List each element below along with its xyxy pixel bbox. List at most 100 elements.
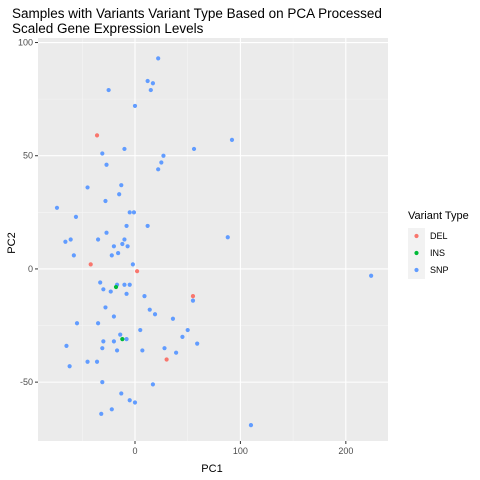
- data-point-snp: [85, 359, 90, 364]
- legend-label-ins: INS: [430, 248, 445, 258]
- data-point-snp: [195, 341, 200, 346]
- data-point-snp: [114, 348, 120, 353]
- data-point-snp: [101, 287, 106, 292]
- data-point-snp: [140, 348, 145, 353]
- data-point-del: [164, 357, 169, 362]
- data-point-snp: [180, 334, 185, 339]
- data-point-snp: [369, 273, 374, 278]
- data-point-snp: [98, 280, 103, 285]
- data-point-snp: [103, 305, 108, 310]
- data-point-snp: [142, 294, 147, 299]
- data-point-snp: [156, 56, 161, 61]
- data-point-del: [190, 294, 196, 299]
- y-tick-label: 50: [23, 151, 33, 161]
- data-point-snp: [127, 210, 132, 215]
- data-point-snp: [103, 198, 108, 204]
- legend: Variant Type DEL INS SNP: [408, 210, 469, 279]
- data-point-del: [88, 262, 93, 267]
- data-point-snp: [99, 411, 104, 416]
- data-point-snp: [111, 314, 117, 319]
- data-point-snp: [138, 327, 143, 333]
- data-point-snp: [191, 146, 197, 152]
- plot-panel: [38, 38, 388, 441]
- data-point-snp: [132, 400, 138, 405]
- data-point-snp: [109, 253, 114, 258]
- data-point-snp: [124, 223, 129, 229]
- data-point-ins: [113, 284, 119, 290]
- legend-key-snp: [414, 267, 419, 273]
- data-point-snp: [248, 423, 254, 428]
- data-point-snp: [132, 103, 138, 109]
- data-point-snp: [120, 241, 125, 247]
- data-point-snp: [54, 205, 60, 210]
- legend-label-snp: SNP: [430, 265, 449, 275]
- data-point-snp: [95, 237, 101, 242]
- y-axis-title: PC2: [6, 232, 18, 253]
- chart-title-line-1: Samples with Variants Variant Type Based…: [12, 6, 382, 21]
- data-point-snp: [162, 346, 167, 351]
- x-tick-label: 0: [132, 446, 137, 456]
- data-point-snp: [124, 337, 129, 342]
- data-point-snp: [119, 183, 124, 188]
- data-point-snp: [118, 332, 123, 337]
- data-point-snp: [119, 391, 124, 396]
- data-point-snp: [64, 343, 69, 349]
- data-point-snp: [95, 321, 101, 326]
- data-point-snp: [159, 160, 164, 165]
- data-point-snp: [100, 346, 105, 351]
- data-point-snp: [104, 162, 109, 167]
- plot-background: [38, 38, 388, 441]
- data-point-snp: [170, 316, 176, 321]
- data-point-snp: [122, 146, 127, 152]
- axes: 0 100 200 -50 0 50 100: [18, 38, 353, 456]
- data-point-snp: [94, 359, 100, 364]
- data-point-snp: [145, 78, 150, 84]
- data-point-snp: [147, 307, 152, 312]
- data-point-snp: [131, 210, 137, 215]
- data-point-snp: [116, 250, 121, 256]
- x-axis-title: PC1: [201, 463, 222, 475]
- data-point-snp: [190, 298, 196, 303]
- data-point-snp: [174, 350, 179, 355]
- data-point-snp: [185, 327, 190, 333]
- data-point-snp: [225, 235, 230, 240]
- y-tick-label: 0: [28, 264, 33, 274]
- data-point-snp: [150, 81, 156, 86]
- legend-label-del: DEL: [430, 231, 448, 241]
- data-point-snp: [68, 237, 73, 242]
- data-point-snp: [127, 282, 132, 287]
- data-point-snp: [148, 87, 153, 93]
- x-tick-label: 100: [233, 446, 248, 456]
- data-point-snp: [161, 153, 166, 158]
- data-point-snp: [150, 382, 156, 387]
- data-point-snp: [71, 253, 76, 258]
- data-point-del: [134, 269, 140, 274]
- data-point-snp: [63, 239, 68, 244]
- data-point-snp: [122, 282, 127, 287]
- data-point-snp: [127, 398, 132, 403]
- y-tick-label: 100: [18, 38, 33, 48]
- chart-title-line-2: Scaled Gene Expression Levels: [12, 21, 204, 36]
- x-tick-label: 200: [338, 446, 353, 456]
- data-point-snp: [73, 214, 79, 219]
- data-point-snp: [111, 339, 117, 344]
- legend-key-ins: [414, 250, 419, 256]
- legend-key-del: [414, 233, 419, 239]
- data-point-snp: [100, 380, 105, 385]
- data-point-snp: [74, 321, 80, 326]
- data-point-del: [94, 133, 100, 138]
- data-point-snp: [117, 192, 122, 197]
- legend-title: Variant Type: [408, 210, 469, 222]
- data-point-snp: [145, 223, 150, 229]
- data-point-snp: [229, 137, 235, 142]
- data-point-snp: [111, 244, 117, 249]
- data-point-snp: [100, 151, 105, 156]
- data-point-ins: [120, 337, 125, 342]
- data-point-snp: [67, 364, 72, 369]
- y-tick-label: -50: [20, 377, 33, 387]
- data-point-snp: [108, 289, 113, 294]
- data-point-snp: [124, 291, 129, 296]
- data-point-snp: [109, 407, 114, 412]
- data-point-snp: [101, 339, 106, 344]
- data-point-snp: [106, 87, 111, 93]
